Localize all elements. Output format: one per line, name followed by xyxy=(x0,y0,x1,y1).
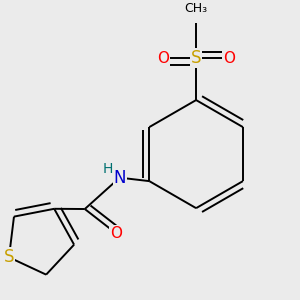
Text: H: H xyxy=(102,162,113,176)
Text: CH₃: CH₃ xyxy=(184,2,208,15)
Text: N: N xyxy=(113,169,126,187)
Text: O: O xyxy=(157,51,169,66)
Text: O: O xyxy=(110,226,122,241)
Text: S: S xyxy=(191,49,201,67)
Text: S: S xyxy=(4,248,14,266)
Text: O: O xyxy=(223,51,235,66)
